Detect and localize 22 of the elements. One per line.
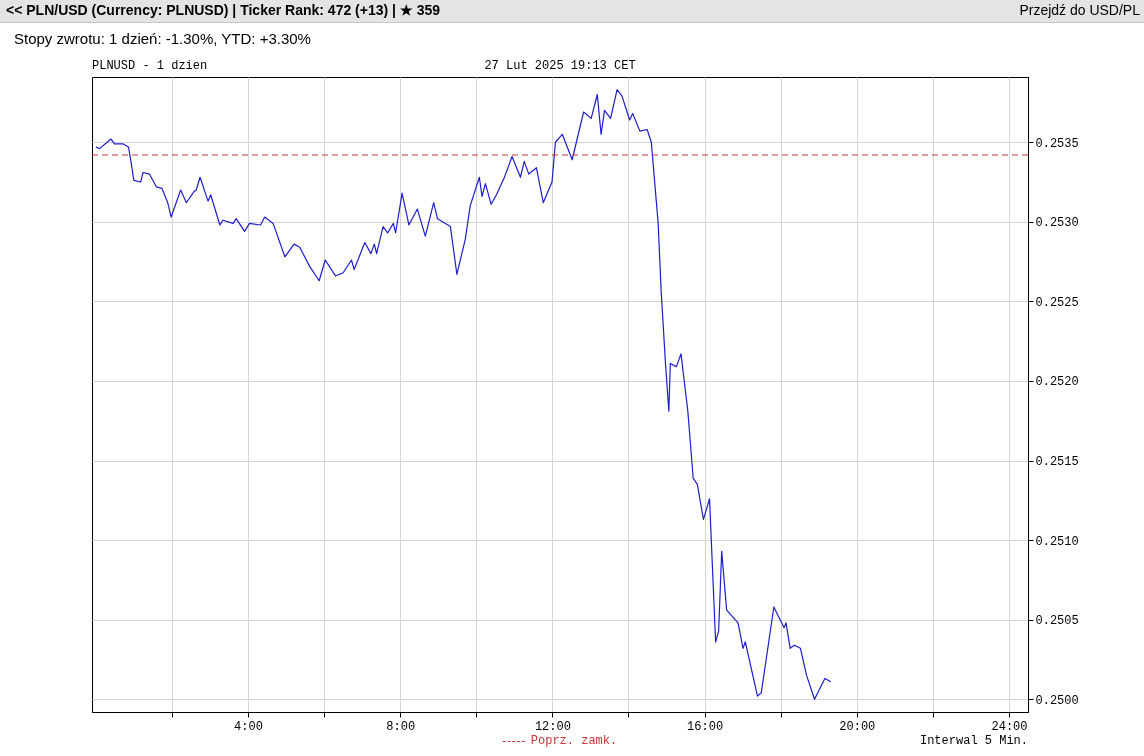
x-tick-label: 12:00	[534, 719, 571, 734]
y-tick-label: 0.2520	[1035, 375, 1079, 390]
y-tick-label: 0.2530	[1035, 216, 1079, 231]
x-tick-label: 8:00	[386, 719, 416, 734]
text: Interwal 5 Min.	[919, 734, 1028, 748]
y-tick-label: 0.2500	[1035, 693, 1079, 708]
y-tick-label: 0.2505	[1035, 614, 1079, 629]
text: Przejdź do USD/PL	[1019, 2, 1140, 18]
x-tick-label: 20:00	[839, 719, 876, 734]
y-tick-label: 0.2525	[1035, 295, 1079, 310]
chart-subtitle: PLNUSD - 1 dzien	[92, 59, 208, 73]
text: << PLN/USD (Currency: PLNUSD) | Ticker Rank: 472 (+13) | ★ 359	[6, 2, 441, 18]
chart-title: 27 Lut 2025 19:13 CET	[484, 59, 636, 73]
text: Stopy zwrotu: 1 dzień: -1.30%, YTD: +3.30%	[14, 30, 311, 47]
y-tick-label: 0.2510	[1035, 534, 1079, 549]
x-tick-label: 24:00	[991, 719, 1028, 734]
x-tick-label: 4:00	[234, 719, 263, 734]
y-tick-label: 0.2535	[1035, 136, 1079, 151]
line-series	[95, 89, 832, 700]
y-tick-label: 0.2515	[1035, 455, 1079, 470]
x-tick-label: 16:00	[687, 719, 724, 734]
legend-label: Poprz. zamk.	[530, 734, 618, 748]
